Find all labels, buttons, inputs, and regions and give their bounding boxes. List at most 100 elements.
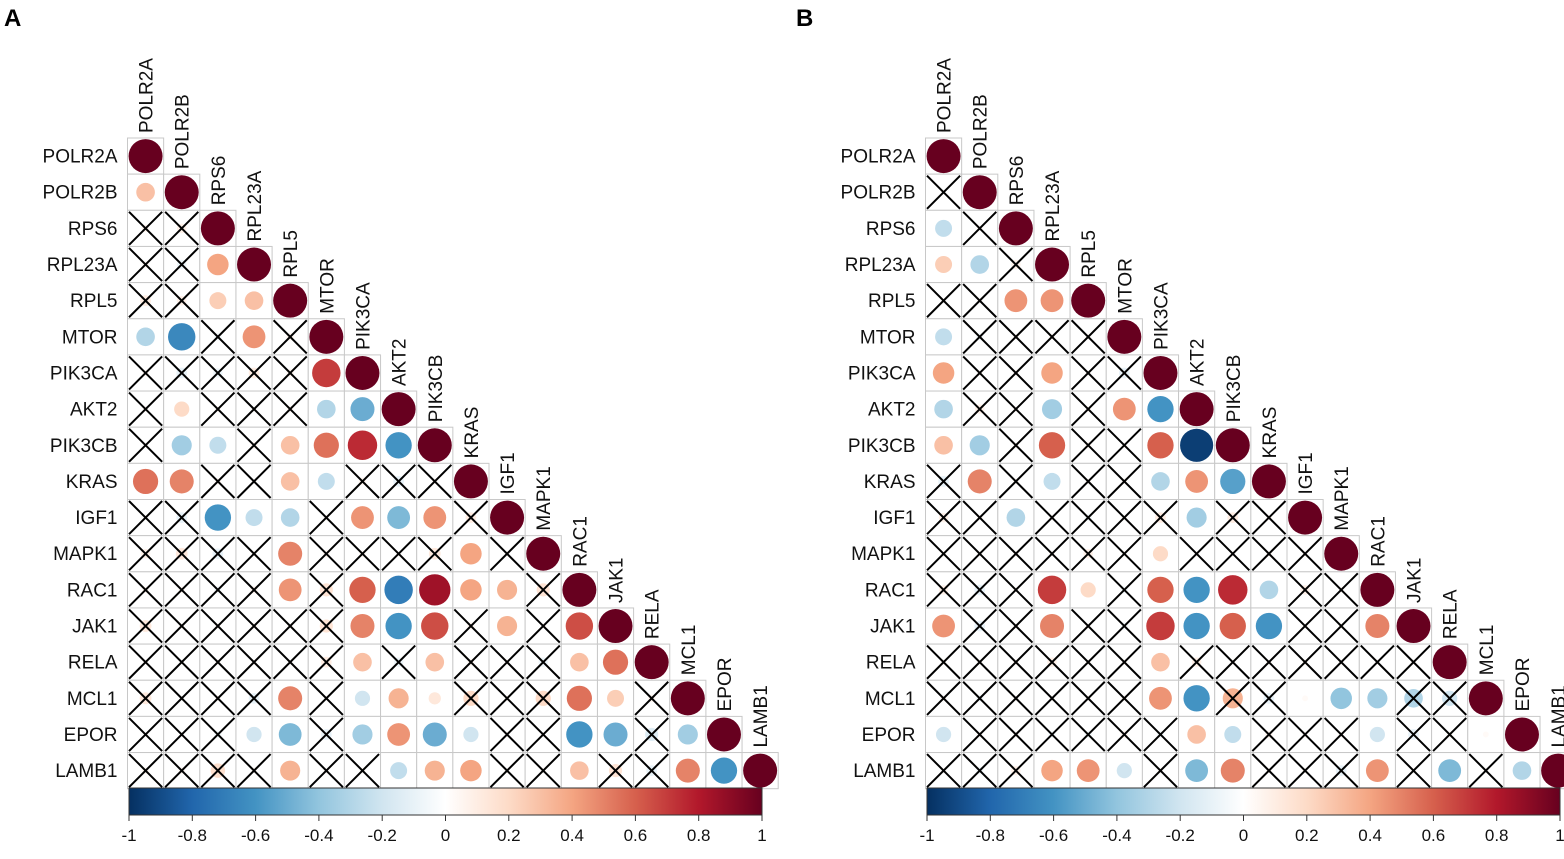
non-significant-cross xyxy=(1070,608,1106,644)
cell-mcl1-mapk1 xyxy=(524,679,562,717)
correlation-mark xyxy=(353,652,372,672)
non-significant-cross xyxy=(453,500,489,535)
row-label-rela: RELA xyxy=(68,653,118,674)
correlation-mark xyxy=(1183,576,1210,604)
cell-mcl1-rpl5 xyxy=(1069,679,1107,717)
cell-lamb1-rps6 xyxy=(199,752,237,790)
cell-mapk1-kras xyxy=(452,535,490,573)
non-significant-cross xyxy=(128,355,163,391)
cell-rela-jak1 xyxy=(596,643,635,681)
cell-rela-polr2b xyxy=(961,643,999,681)
non-significant-cross xyxy=(236,681,272,716)
colorbar-tick-label: -0.6 xyxy=(1039,826,1068,845)
col-label-mtor: MTOR xyxy=(317,258,338,314)
non-significant-cross xyxy=(309,644,344,680)
correlation-mark xyxy=(1179,392,1214,427)
non-significant-cross xyxy=(998,319,1034,355)
cell-pik3ca-rps6 xyxy=(997,354,1035,392)
cell-lamb1-jak1 xyxy=(596,752,635,790)
cell-akt2-mtor xyxy=(1105,390,1143,428)
col-label-igf1: IGF1 xyxy=(1296,452,1317,494)
correlation-mark xyxy=(935,219,953,237)
correlation-mark xyxy=(237,247,272,282)
row-label-rpl23a: RPL23A xyxy=(47,255,118,276)
cell-rpl5-rpl5 xyxy=(1069,282,1107,320)
cell-rela-polr2b xyxy=(163,643,201,681)
non-significant-cross xyxy=(453,681,489,716)
col-label-pik3ca: PIK3CA xyxy=(353,282,374,350)
cell-lamb1-epor xyxy=(705,752,743,790)
correlation-mark xyxy=(1151,652,1170,672)
cell-epor-rpl23a xyxy=(1033,715,1071,754)
correlation-mark xyxy=(280,472,300,491)
correlation-mark xyxy=(970,255,990,274)
non-significant-cross xyxy=(1396,681,1431,716)
correlation-mark xyxy=(1183,685,1210,712)
cell-kras-pik3cb xyxy=(1214,462,1252,501)
non-significant-cross xyxy=(309,500,344,535)
cell-box xyxy=(1178,752,1216,790)
cell-epor-kras xyxy=(452,715,490,754)
row-label-jak1: JAK1 xyxy=(72,617,117,638)
cell-pik3cb-pik3ca xyxy=(1141,426,1180,464)
colorbar-tick-label: -1 xyxy=(919,826,934,845)
correlation-mark xyxy=(136,182,155,202)
cell-mapk1-igf1 xyxy=(488,535,526,573)
correlation-mark xyxy=(566,685,592,711)
non-significant-cross xyxy=(489,536,525,572)
correlation-mark xyxy=(706,717,741,752)
cell-akt2-akt2 xyxy=(1178,390,1216,428)
colorbar-tick-label: 0.2 xyxy=(497,826,521,845)
cell-igf1-rps6 xyxy=(199,499,237,537)
correlation-mark xyxy=(935,328,953,346)
correlation-mark xyxy=(1432,645,1467,680)
cell-pik3cb-pik3ca xyxy=(343,426,382,464)
cell-mapk1-igf1 xyxy=(1286,535,1324,573)
cell-lamb1-pik3ca xyxy=(343,752,382,790)
cell-kras-polr2b xyxy=(163,462,201,501)
non-significant-cross xyxy=(634,753,669,788)
col-label-rpl23a: RPL23A xyxy=(245,170,266,241)
cell-rac1-pik3cb xyxy=(1214,571,1252,609)
cell-mapk1-polr2a xyxy=(127,535,165,573)
non-significant-cross xyxy=(1179,644,1214,680)
cell-rela-polr2a xyxy=(925,643,963,681)
cell-jak1-mapk1 xyxy=(1322,607,1360,645)
cell-pik3cb-polr2a xyxy=(925,426,963,464)
non-significant-cross xyxy=(962,211,998,246)
row-label-kras: KRAS xyxy=(864,472,916,493)
cell-epor-rela xyxy=(633,715,671,754)
cell-rpl5-rps6 xyxy=(997,282,1035,320)
cell-epor-igf1 xyxy=(488,715,526,754)
cell-polr2b-polr2b xyxy=(961,173,999,211)
non-significant-cross xyxy=(1396,717,1431,752)
cell-rela-mtor xyxy=(1105,643,1143,681)
non-significant-cross xyxy=(200,355,236,391)
cell-polr2a-polr2a xyxy=(127,137,165,175)
cell-lamb1-pik3cb xyxy=(416,752,454,790)
col-label-polr2b: POLR2B xyxy=(173,94,194,169)
non-significant-cross xyxy=(272,608,308,644)
cell-mcl1-rela xyxy=(1431,679,1469,717)
correlation-mark xyxy=(384,575,413,605)
non-significant-cross xyxy=(1432,717,1467,752)
correlation-mark xyxy=(280,435,300,455)
col-label-lamb1: LAMB1 xyxy=(751,685,772,747)
non-significant-cross xyxy=(309,753,344,788)
cell-rela-pik3cb xyxy=(416,643,454,681)
correlation-mark xyxy=(934,435,953,455)
cell-jak1-pik3cb xyxy=(416,607,454,645)
cell-rela-pik3ca xyxy=(343,643,382,681)
row-label-epor: EPOR xyxy=(862,725,916,746)
cell-mcl1-akt2 xyxy=(380,679,418,717)
non-significant-cross xyxy=(1215,500,1251,535)
cell-mcl1-kras xyxy=(1250,679,1288,717)
correlation-mark xyxy=(417,428,452,463)
cell-epor-rac1 xyxy=(1358,715,1396,754)
cell-rps6-polr2a xyxy=(925,209,963,247)
non-significant-cross xyxy=(1107,717,1142,752)
cell-igf1-kras xyxy=(452,499,490,537)
cell-mapk1-polr2a xyxy=(925,535,963,573)
cell-rac1-igf1 xyxy=(1286,571,1324,609)
correlation-mark xyxy=(932,362,955,384)
